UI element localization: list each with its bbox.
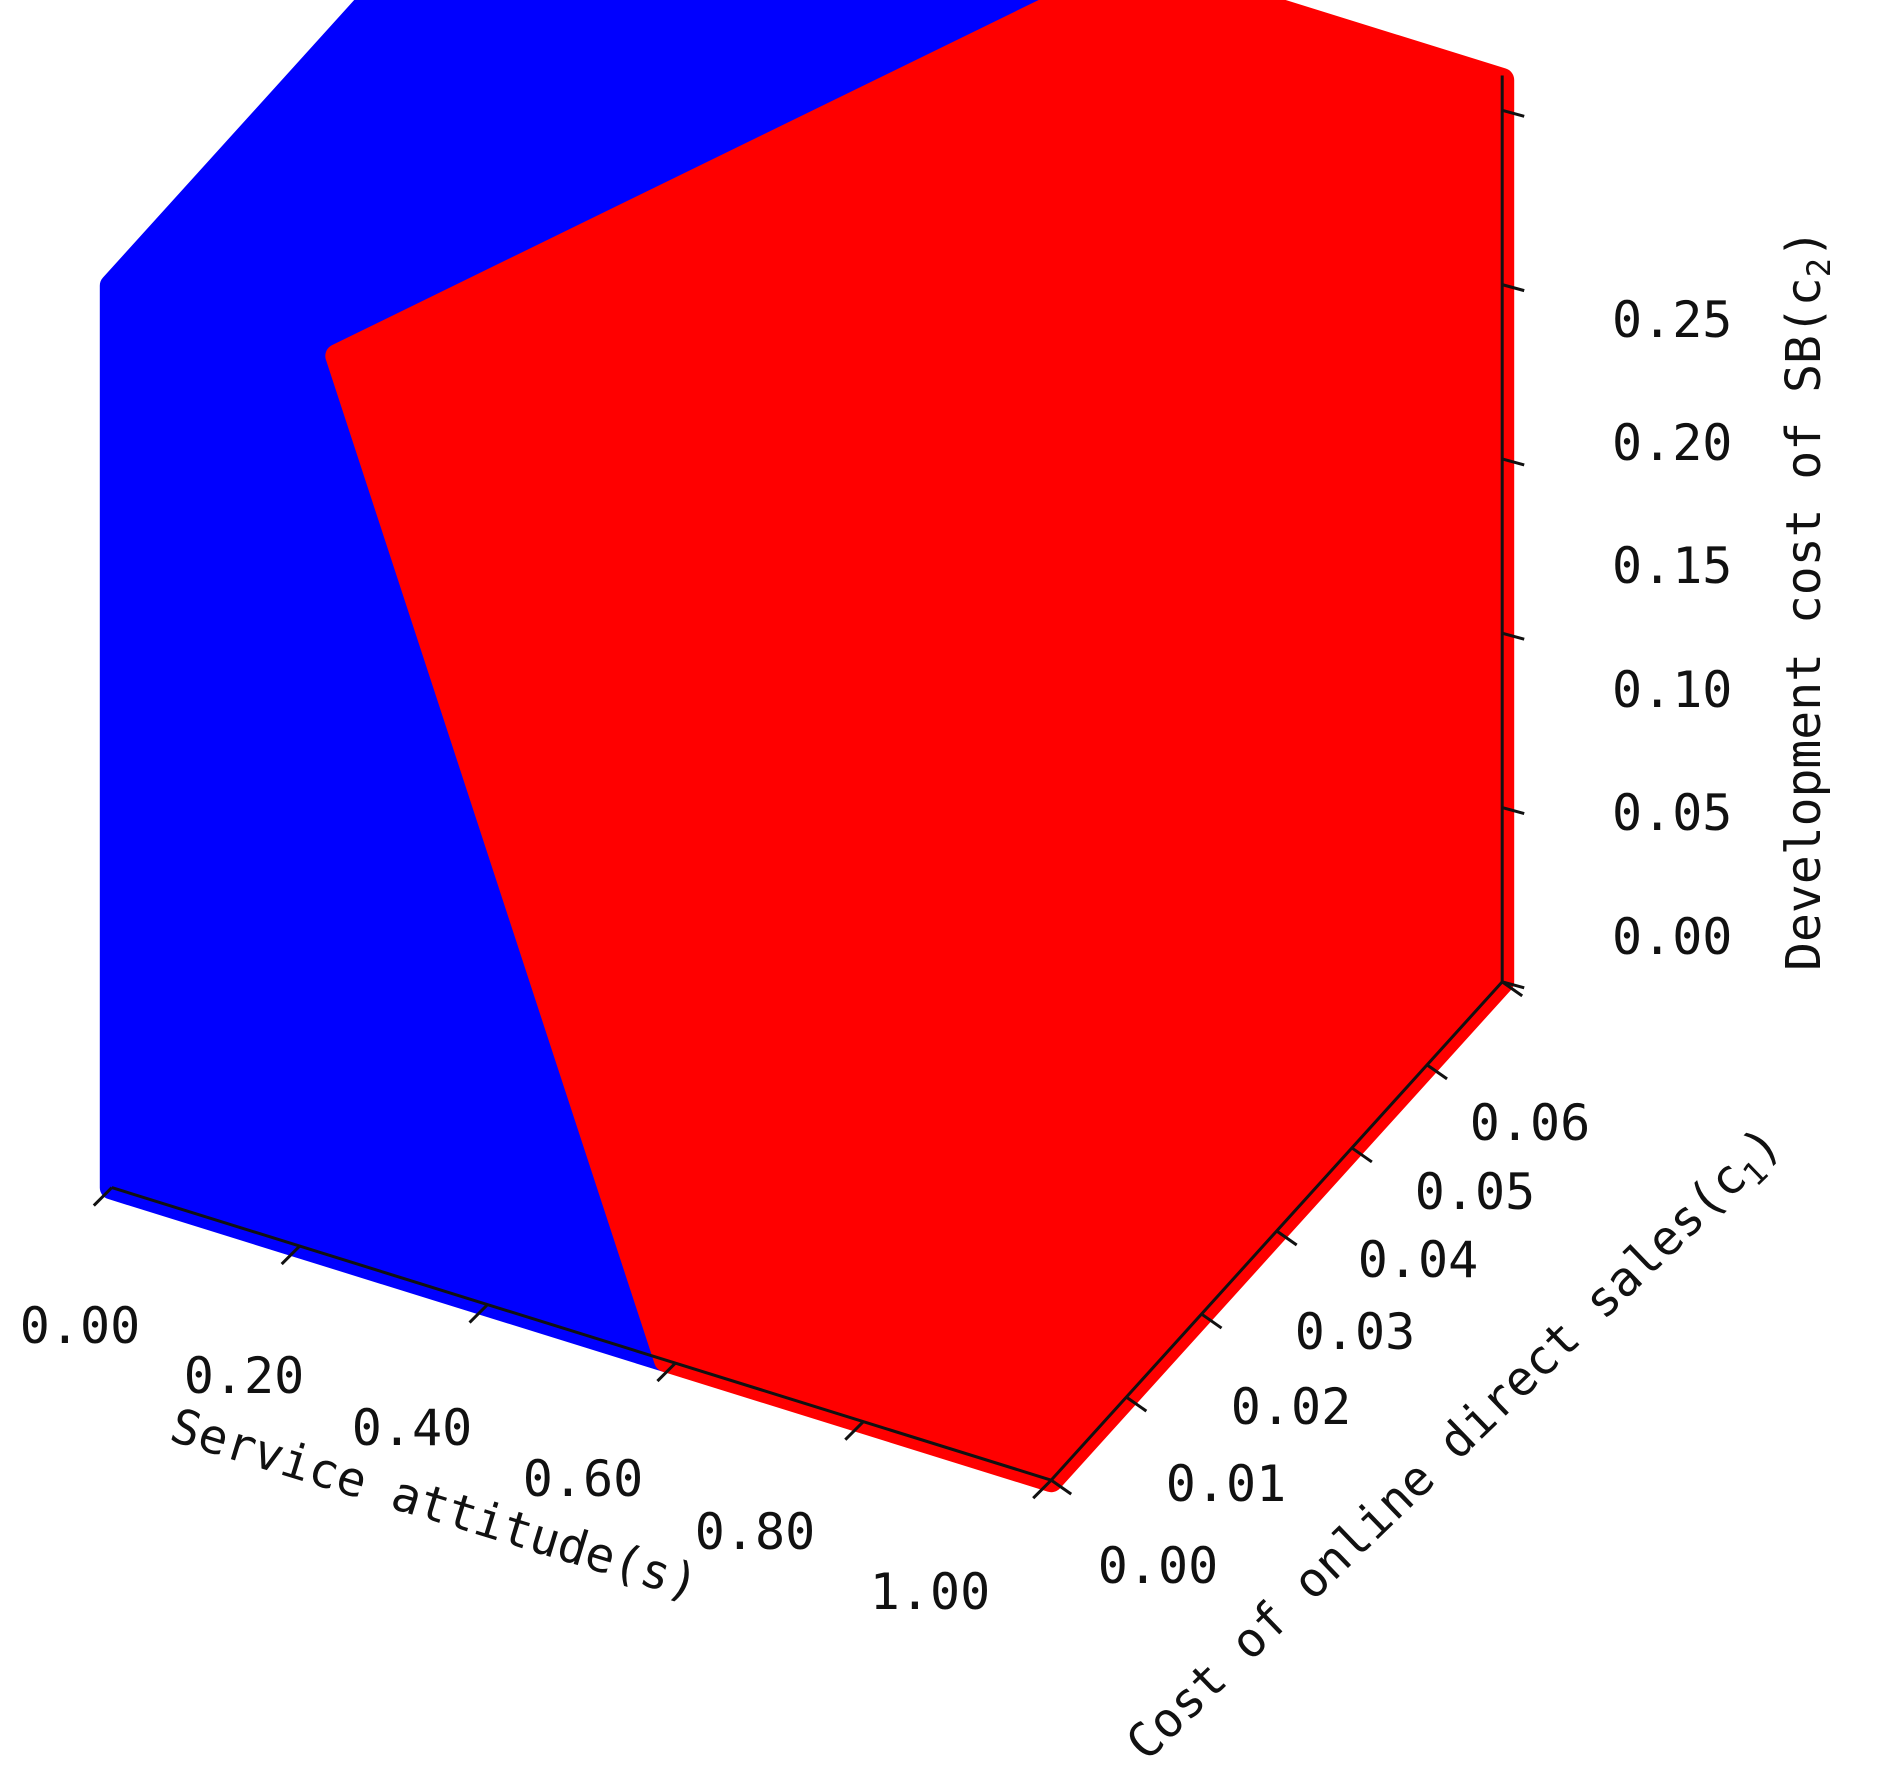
x-tick-mark [1032, 1479, 1053, 1500]
axis-lines [92, 75, 1525, 1500]
x-tick-label: 0.60 [523, 1450, 643, 1508]
z-tick-label: 0.15 [1612, 537, 1732, 595]
z-tick-label: 0.00 [1612, 908, 1732, 966]
y-tick-label: 0.00 [1098, 1537, 1218, 1595]
data-regions [99, 0, 1515, 1493]
z-tick-mark [1501, 631, 1525, 641]
y-tick-label: 0.03 [1295, 1303, 1415, 1361]
x-tick-label: 1.00 [870, 1563, 990, 1621]
z-tick-label: 0.05 [1612, 784, 1732, 842]
x-tick-label: 0.00 [20, 1297, 140, 1355]
z-tick-mark [1501, 980, 1525, 990]
y-tick-label: 0.04 [1358, 1231, 1478, 1289]
x-tick-mark [656, 1362, 677, 1383]
x-tick-label: 0.80 [695, 1503, 815, 1561]
z-tick-mark [1501, 108, 1525, 118]
y-tick-mark [1275, 1229, 1298, 1247]
y-tick-label: 0.01 [1166, 1455, 1286, 1513]
svg-text:Development cost of SB(c2): Development cost of SB(c2) [1776, 229, 1838, 971]
x-tick-label: 0.40 [352, 1399, 472, 1457]
y-tick-label: 0.02 [1231, 1378, 1351, 1436]
y-tick-mark [1351, 1146, 1373, 1164]
x-tick-mark [468, 1303, 489, 1324]
x-tick-mark [844, 1420, 865, 1441]
z-tick-label: 0.20 [1612, 414, 1732, 472]
z-tick-mark [1501, 806, 1525, 815]
x-axis-line [111, 1186, 1052, 1482]
z-axis-label: Development cost of SB [1776, 335, 1832, 971]
z-axis-subscript: 2 [1800, 258, 1838, 277]
y-tick-label: 0.05 [1415, 1163, 1535, 1221]
z-axis-label-close-paren: ) [1776, 229, 1832, 258]
y-tick-mark [1200, 1312, 1223, 1330]
z-tick-mark [1501, 457, 1525, 467]
x-tick-mark [92, 1186, 113, 1207]
z-axis-title: Development cost of SB(c2) [1776, 229, 1838, 971]
z-tick-mark [1501, 283, 1525, 293]
y-tick-label: 0.06 [1470, 1094, 1590, 1152]
z-axis-label-open-paren: ( [1776, 306, 1832, 335]
y-tick-mark [1125, 1395, 1148, 1413]
y-axis-ticks: 0.00 0.01 0.02 0.03 0.04 0.05 0.06 [1098, 1094, 1590, 1595]
x-tick-label: 0.20 [184, 1347, 304, 1405]
z-axis-symbol: c [1776, 277, 1832, 306]
x-tick-mark [280, 1245, 301, 1266]
z-tick-label: 0.10 [1612, 661, 1732, 719]
z-tick-label: 0.25 [1612, 291, 1732, 349]
y-tick-mark [1050, 1478, 1073, 1496]
x-axis-ticks: 0.00 0.20 0.40 0.60 0.80 1.00 [20, 1297, 990, 1621]
y-tick-mark [1426, 1063, 1448, 1081]
z-axis-ticks: 0.00 0.05 0.10 0.15 0.20 0.25 [1612, 291, 1732, 966]
